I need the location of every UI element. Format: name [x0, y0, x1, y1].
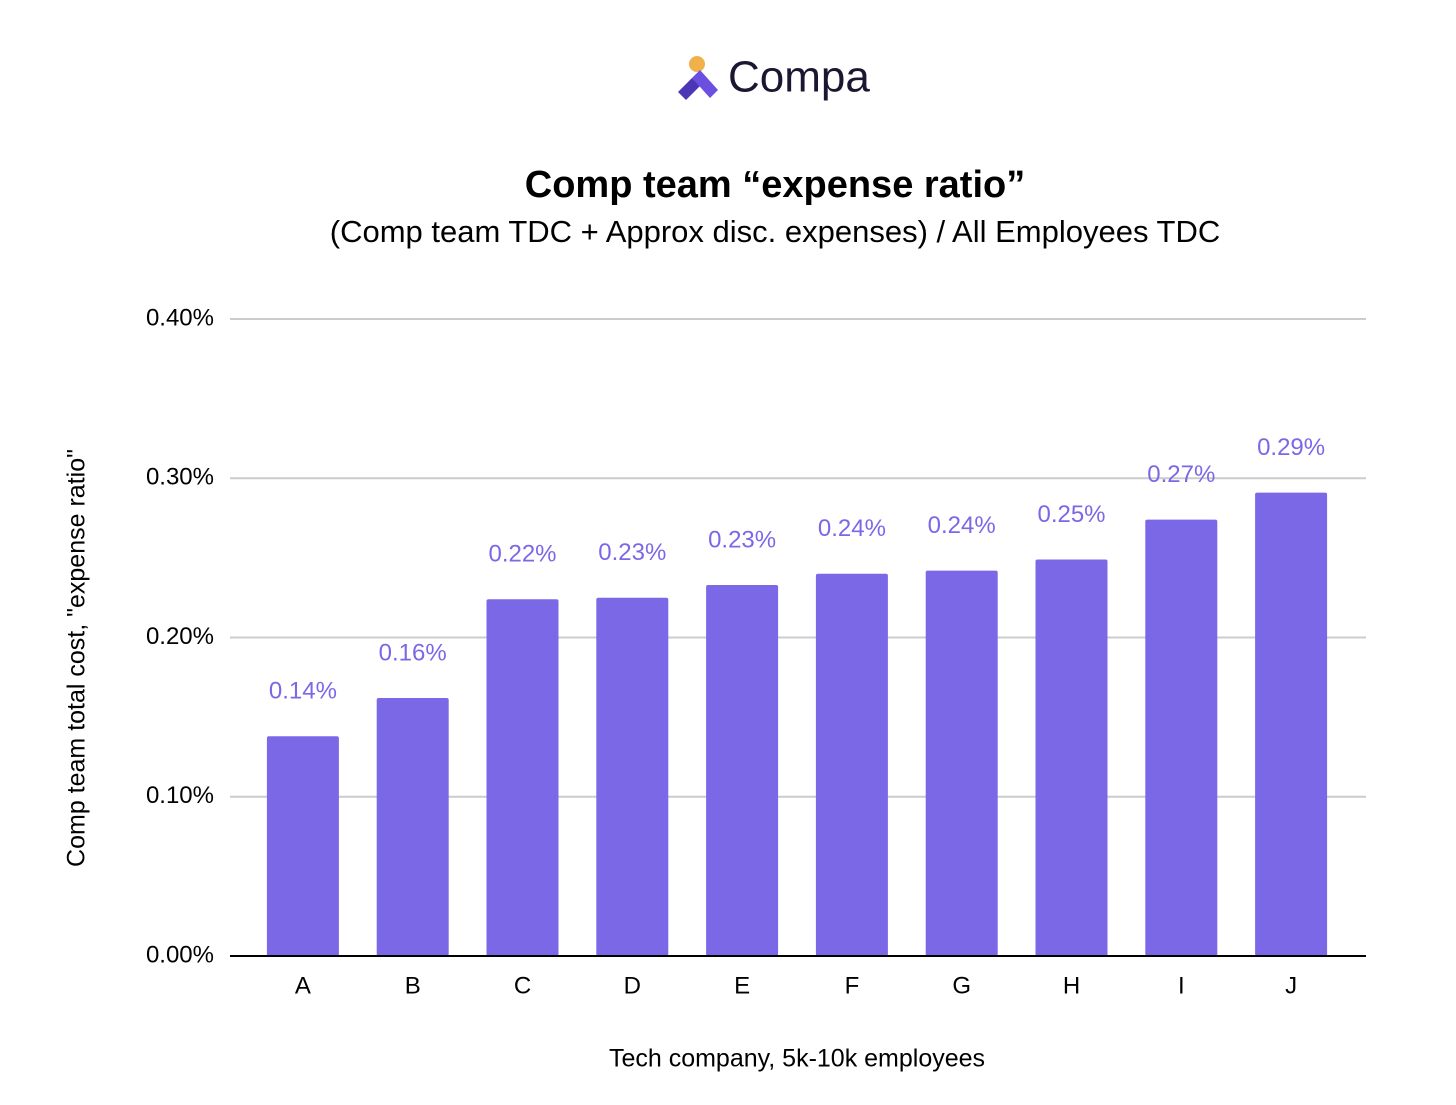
y-tick-label: 0.40% — [146, 304, 214, 331]
value-label: 0.24% — [928, 512, 996, 539]
bar — [1255, 492, 1328, 956]
value-label: 0.24% — [818, 515, 886, 542]
y-tick-label: 0.20% — [146, 623, 214, 650]
value-label: 0.25% — [1037, 501, 1105, 528]
bar — [596, 597, 669, 956]
logo-text: Compa — [728, 53, 870, 102]
x-tick-label: J — [1285, 972, 1297, 999]
y-tick-label: 0.00% — [146, 941, 214, 968]
value-label: 0.22% — [488, 541, 556, 568]
x-tick-label: H — [1063, 972, 1080, 999]
x-tick-label: B — [405, 972, 421, 999]
bar — [706, 584, 779, 956]
value-label: 0.27% — [1147, 461, 1215, 488]
x-tick-label: C — [514, 972, 531, 999]
y-axis-label: Comp team total cost, "expense ratio" — [63, 449, 91, 867]
bar — [815, 573, 888, 956]
bar — [1035, 559, 1108, 956]
x-tick-label: A — [295, 972, 311, 999]
chart-title: Comp team “expense ratio” — [525, 164, 1025, 206]
value-label: 0.16% — [379, 639, 447, 666]
bar — [1145, 519, 1218, 956]
x-tick-label: I — [1178, 972, 1185, 999]
bar — [925, 570, 998, 956]
x-tick-label: F — [845, 972, 860, 999]
value-label: 0.29% — [1257, 434, 1325, 461]
x-tick-label: G — [952, 972, 971, 999]
bar — [486, 599, 559, 956]
bar — [266, 736, 339, 956]
value-label: 0.23% — [598, 539, 666, 566]
bar — [376, 698, 449, 956]
logo-icon — [678, 56, 718, 100]
value-label: 0.14% — [269, 678, 337, 705]
x-axis-label: Tech company, 5k-10k employees — [609, 1045, 985, 1073]
x-tick-label: E — [734, 972, 750, 999]
value-label: 0.23% — [708, 526, 776, 553]
x-tick-label: D — [624, 972, 641, 999]
y-tick-label: 0.30% — [146, 464, 214, 491]
chart-subtitle: (Comp team TDC + Approx disc. expenses) … — [330, 214, 1220, 249]
y-tick-label: 0.10% — [146, 782, 214, 809]
